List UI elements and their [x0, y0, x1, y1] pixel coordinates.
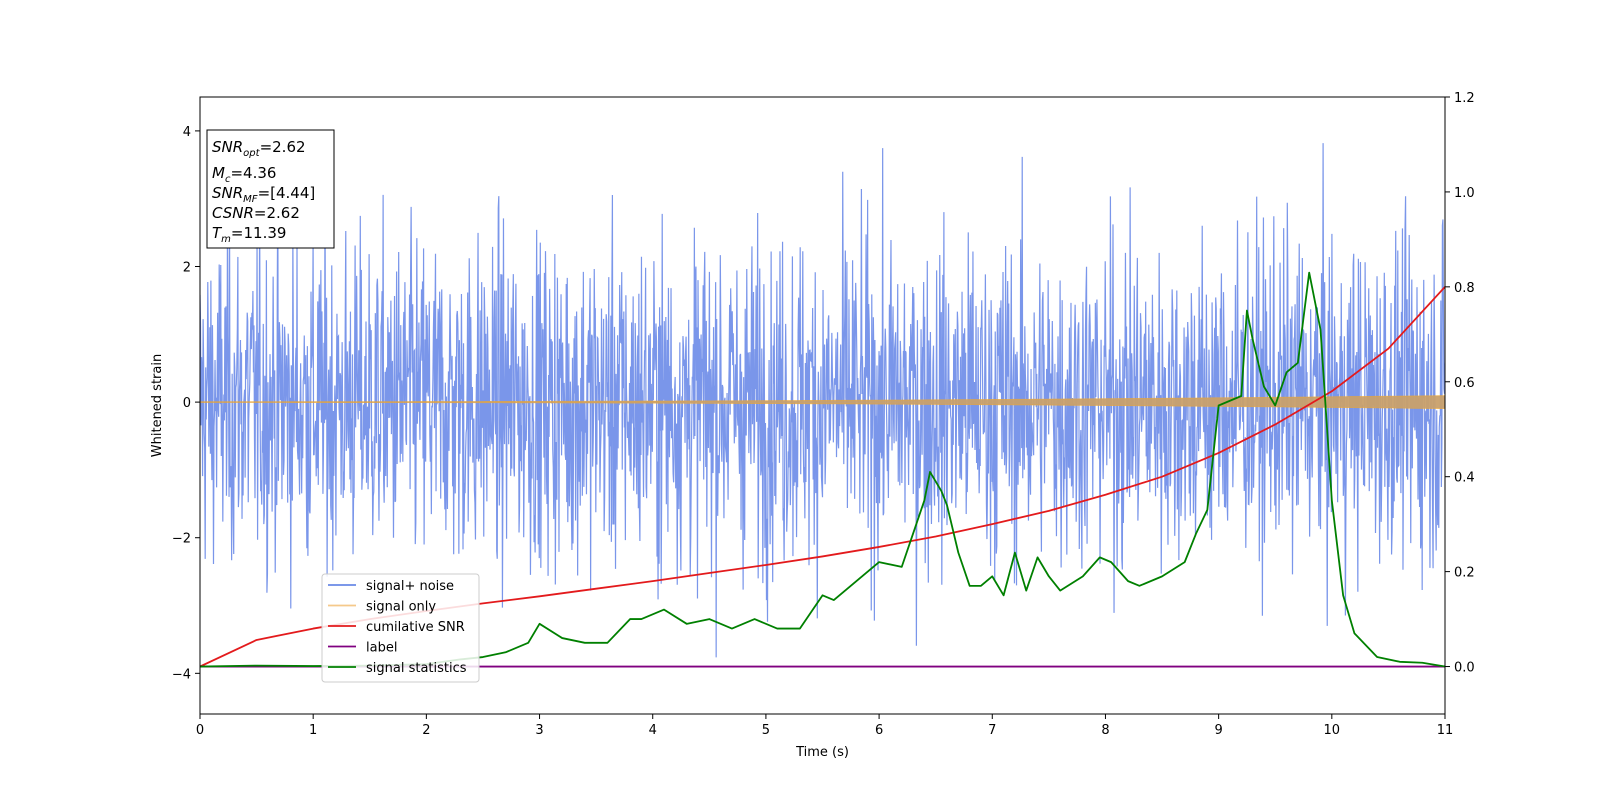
legend-entry: cumilative SNR — [366, 620, 465, 635]
y-right-tick-label: 1.0 — [1454, 186, 1475, 201]
x-tick-label: 9 — [1214, 723, 1222, 738]
x-tick-label: 3 — [535, 723, 543, 738]
x-axis-label: Time (s) — [795, 745, 849, 760]
x-tick-label: 10 — [1324, 723, 1341, 738]
y-right-tick-label: 0.0 — [1454, 661, 1475, 676]
x-tick-label: 2 — [422, 723, 430, 738]
y-right-tick-label: 0.6 — [1454, 376, 1475, 391]
y-left-tick-label: −4 — [172, 667, 191, 682]
series-signal-only-band — [200, 395, 1445, 410]
series-signal-statistics-line — [200, 271, 1445, 668]
x-tick-label: 7 — [988, 723, 996, 738]
y-right-tick-label: 0.8 — [1454, 281, 1475, 296]
x-tick-label: 11 — [1437, 723, 1454, 738]
axes-layer: 0 1 2 3 4 5 6 7 8 9 10 11 −4 −2 0 2 4 0.0 0.2 0.4 0.6 0.8 1.0 1… — [150, 91, 1475, 760]
info-mc: Mc=4.36 — [212, 164, 276, 185]
info-snr-opt: SNRopt=2.62 — [212, 138, 306, 159]
y-left-tick-label: 4 — [183, 125, 191, 140]
legend-entry: signal statistics — [366, 661, 467, 676]
info-box-frame — [206, 129, 335, 249]
y-right-tick-label: 0.2 — [1454, 566, 1475, 581]
legend-entry: label — [366, 641, 397, 656]
info-snr-mf: SNRMF=[4.44] — [212, 184, 315, 205]
x-tick-label: 5 — [762, 723, 770, 738]
y-right-tick-label: 1.2 — [1454, 91, 1475, 106]
info-tm: Tm=11.39 — [212, 224, 286, 245]
plot-frame — [199, 96, 1446, 715]
x-tick-label: 6 — [875, 723, 883, 738]
y-axis-label: Whitened strain — [150, 354, 165, 457]
x-tick-label: 8 — [1101, 723, 1109, 738]
info-csnr: CSNR=2.62 — [212, 204, 300, 222]
y-right-tick-label: 0.4 — [1454, 471, 1475, 486]
y-left-tick-label: −2 — [172, 532, 191, 547]
x-tick-label: 1 — [309, 723, 317, 738]
y-left-tick-label: 2 — [183, 261, 191, 276]
x-tick-label: 0 — [196, 723, 204, 738]
series-signal-noise-line — [200, 143, 1445, 658]
legend-entry: signal only — [366, 600, 436, 615]
legend-frame — [321, 573, 480, 683]
y-left-tick-label: 0 — [183, 396, 191, 411]
series-layer — [200, 143, 1445, 668]
x-tick-label: 4 — [649, 723, 657, 738]
legend: signal+ noise signal only cumilative SNR la… — [321, 573, 480, 683]
legend-entry: signal+ noise — [366, 579, 454, 594]
